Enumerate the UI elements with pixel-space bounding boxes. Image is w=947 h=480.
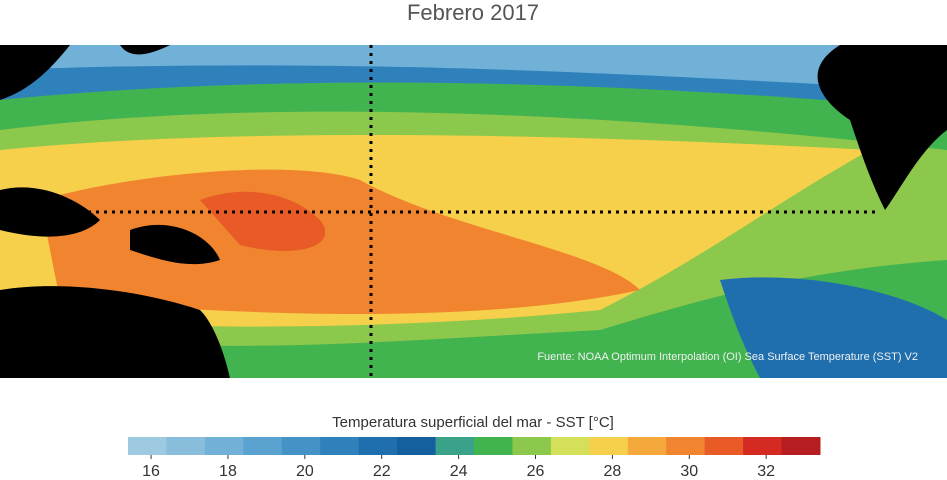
colorbar-bin [435,437,475,455]
sst-map: Fuente: NOAA Optimum Interpolation (OI) … [0,45,947,378]
colorbar-bin [743,437,783,455]
map-land [0,45,947,378]
colorbar-tick-label: 24 [450,463,468,480]
colorbar-bin [204,437,244,455]
colorbar-tick-label: 32 [757,463,775,480]
colorbar-tick-label: 20 [296,463,314,480]
map-cold-southeast [720,277,947,378]
colorbar-bin [627,437,667,455]
colorbar-bin [281,437,321,455]
colorbar-bin [666,437,706,455]
colorbar-bin [358,437,398,455]
colorbar-label: Temperatura superficial del mar - SST [°… [332,414,614,431]
colorbar-bin [512,437,552,455]
colorbar-bin [704,437,744,455]
colorbar: 16 18 20 22 24 26 28 30 32 [128,437,821,480]
colorbar-bin [474,437,513,455]
colorbar-bin [589,437,629,455]
colorbar-bin [243,437,283,455]
colorbar-tick-label: 22 [373,463,391,480]
map-cold-north [0,45,947,90]
colorbar-tick-label: 16 [142,463,160,480]
source-note: Fuente: NOAA Optimum Interpolation (OI) … [537,351,918,363]
map-band-orange [40,169,640,314]
colorbar-tick-label: 26 [527,463,545,480]
colorbar-bin [781,437,821,455]
colorbar-bin [397,437,437,455]
colorbar-bin [166,437,206,455]
colorbar-bin [320,437,360,455]
colorbar-tick-label: 18 [219,463,237,480]
map-band-red [200,191,326,251]
title: Febrero 2017 [407,0,539,25]
colorbar-tick-label: 30 [680,463,698,480]
colorbar-tick-label: 28 [604,463,622,480]
colorbar-bin [550,437,590,455]
colorbar-bin [128,437,167,455]
